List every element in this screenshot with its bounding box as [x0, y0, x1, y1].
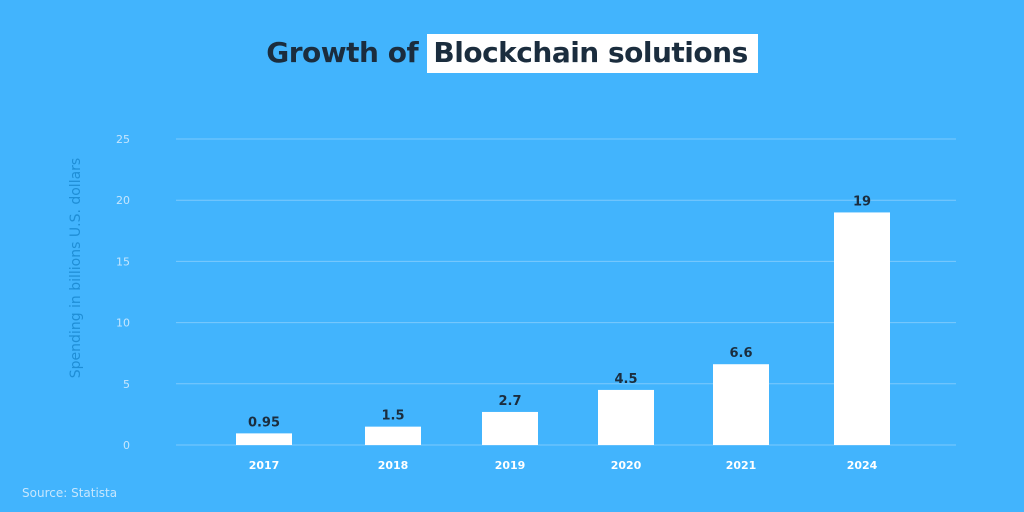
- y-tick-label: 0: [123, 439, 130, 452]
- x-tick-label: 2017: [249, 459, 280, 472]
- y-tick-label: 25: [116, 133, 130, 146]
- x-tick-label: 2024: [847, 459, 878, 472]
- x-tick-label: 2018: [378, 459, 409, 472]
- bar-value-label: 19: [853, 194, 871, 209]
- bar: [713, 364, 769, 445]
- source-note: Source: Statista: [22, 486, 118, 500]
- bar-value-label: 0.95: [248, 415, 280, 430]
- chart-title-highlight: Blockchain solutions: [427, 34, 758, 73]
- bar-value-label: 2.7: [498, 394, 521, 409]
- bar: [834, 212, 890, 445]
- chart-title: Growth of Blockchain solutions: [0, 34, 1024, 73]
- bar: [482, 411, 538, 445]
- y-tick-label: 10: [116, 317, 130, 330]
- bar-value-label: 1.5: [381, 409, 404, 424]
- chart-title-prefix: Growth of: [266, 36, 419, 69]
- x-tick-label: 2019: [495, 459, 526, 472]
- bar-value-label: 6.6: [729, 346, 752, 361]
- y-axis-label: Spending in billions U.S. dollars: [68, 158, 84, 378]
- x-tick-label: 2020: [611, 459, 642, 472]
- y-tick-label: 5: [123, 378, 130, 391]
- bar: [365, 426, 421, 445]
- y-tick-label: 15: [116, 255, 130, 268]
- bar-value-label: 4.5: [614, 372, 637, 387]
- x-tick-label: 2021: [726, 459, 757, 472]
- bar: [598, 389, 654, 445]
- bar: [236, 433, 292, 445]
- y-tick-label: 20: [116, 194, 130, 207]
